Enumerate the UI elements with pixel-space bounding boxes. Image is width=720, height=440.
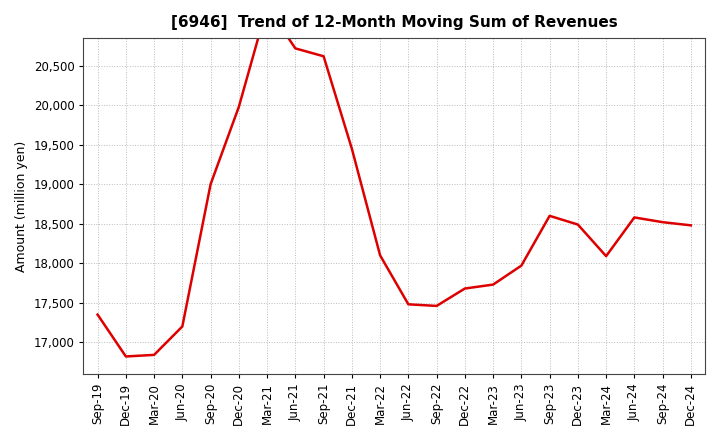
Title: [6946]  Trend of 12-Month Moving Sum of Revenues: [6946] Trend of 12-Month Moving Sum of R… <box>171 15 618 30</box>
Y-axis label: Amount (million yen): Amount (million yen) <box>15 140 28 271</box>
